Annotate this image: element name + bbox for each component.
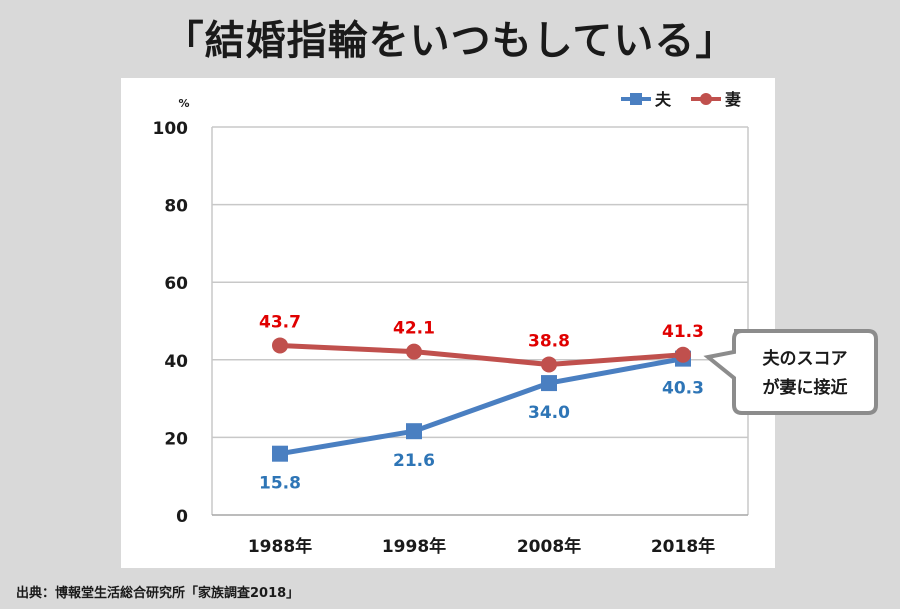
series-0-label-0: 15.8: [259, 474, 301, 494]
data-labels: 15.8 21.6 34.0 40.3 43.7 42.1 38.8 41.3: [259, 312, 704, 493]
y-tick-label-100: 100: [153, 119, 189, 139]
legend-marker-1: [700, 93, 712, 105]
series-line-1: [279, 342, 684, 367]
callout-shape: [703, 329, 878, 415]
chart-legend: 夫妻: [621, 90, 741, 109]
y-tick-label-60: 60: [164, 274, 188, 294]
legend-label-0: 夫: [655, 90, 672, 109]
series-1-point-2: [541, 356, 557, 373]
series-1-point-1: [406, 343, 422, 360]
y-tick-label-40: 40: [164, 352, 188, 372]
series-0-point-2: [541, 375, 557, 392]
y-tick-label-80: 80: [164, 197, 188, 217]
y-axis: 0 20 40 60 80 100: [153, 119, 189, 527]
series-0-label-1: 21.6: [393, 451, 435, 471]
x-axis: 1988年 1998年 2008年 2018年: [248, 536, 715, 557]
y-tick-label-0: 0: [176, 507, 188, 527]
series-0-point-0: [272, 445, 288, 462]
source-note: 出典：博報堂生活総合研究所「家族調査2018」: [16, 586, 300, 601]
chart-series: [272, 337, 691, 462]
legend-marker-0: [630, 93, 642, 105]
x-tick-label-1: 1998年: [382, 536, 446, 557]
x-tick-label-2: 2008年: [517, 536, 581, 557]
y-axis-unit: %: [178, 97, 189, 110]
series-1-label-3: 41.3: [662, 322, 704, 342]
series-line-0: [279, 356, 684, 457]
series-1-label-1: 42.1: [393, 319, 435, 339]
chart-grid: [211, 126, 749, 516]
callout-line-2: が妻に接近: [763, 377, 848, 398]
page-title: 「結婚指輪をいつもしている」: [163, 18, 737, 64]
series-1-point-3: [675, 346, 691, 363]
series-0-point-1: [406, 423, 422, 440]
series-1-point-0: [272, 337, 288, 354]
series-0-label-3: 40.3: [662, 379, 704, 399]
series-0-label-2: 34.0: [528, 403, 570, 423]
callout-bubble: 夫のスコア が妻に接近: [703, 329, 878, 415]
series-1-label-2: 38.8: [528, 331, 570, 351]
callout-line-1: 夫のスコア: [763, 348, 848, 369]
y-tick-label-20: 20: [164, 429, 188, 449]
x-tick-label-0: 1988年: [248, 536, 312, 557]
x-tick-label-3: 2018年: [651, 536, 715, 557]
legend-label-1: 妻: [725, 90, 741, 109]
series-1-label-0: 43.7: [259, 312, 301, 332]
chart-panel: [121, 78, 775, 568]
